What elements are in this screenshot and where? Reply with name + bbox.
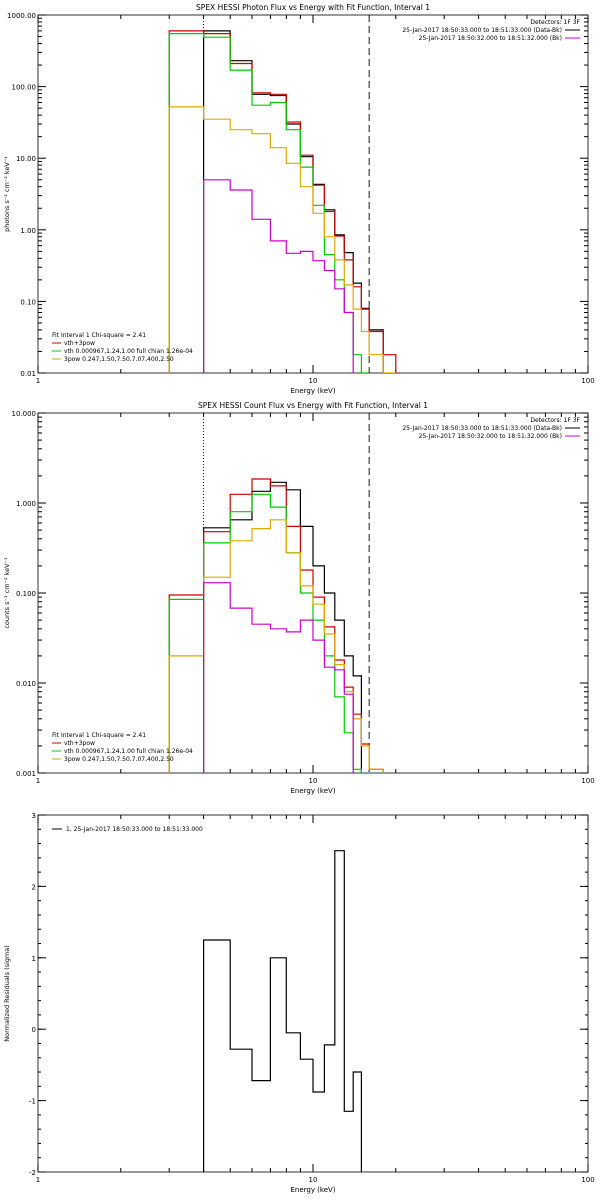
y-tick-label: 0.001 [16, 770, 36, 778]
series-3pow [168, 106, 396, 373]
fit-interval-label: Fit Interval 1 Chi-square = 2.41 [52, 332, 146, 339]
chart-title: SPEX HESSI Count Flux vs Energy with Fit… [198, 401, 428, 410]
fit-component-label: 3pow 0.247,1.50,7.50,7.07,400,2.50 [64, 756, 174, 763]
x-tick-label: 100 [581, 1176, 594, 1184]
series-group [168, 30, 397, 373]
x-tick-label: 1 [36, 377, 40, 385]
y-tick-label: 0.01 [20, 370, 36, 378]
chart-panel-1: SPEX HESSI Photon Flux vs Energy with Fi… [3, 3, 595, 395]
series-group [168, 478, 384, 773]
series-bk [203, 179, 354, 373]
time-interval-label: 25-Jan-2017 18:50:32.000 to 18:51:32.000… [419, 433, 562, 440]
series-group [203, 850, 362, 1172]
fit-interval-label: Fit Interval 1 Chi-square = 2.41 [52, 732, 146, 739]
fit-component-label: vth+3pow [64, 340, 95, 347]
series-vth-3pow [168, 30, 397, 373]
chart-panel-3: 1 10 100 Energy (keV) -2 -1 0 1 2 3 Normalized Res… [3, 812, 595, 1194]
y-axis-label: Normalized Residuals (sigma) [3, 945, 11, 1042]
x-tick-label: 10 [309, 377, 318, 385]
y-tick-label: 10.000 [12, 410, 37, 418]
y-tick-label: 100.00 [12, 84, 37, 92]
x-tick-label: 10 [309, 777, 318, 785]
x-tick-label: 100 [581, 777, 594, 785]
fit-component-label: 3pow 0.247,1.50,7.50,7.07,400,2.50 [64, 356, 174, 363]
y-tick-label: -1 [29, 1098, 36, 1106]
y-axis-label: photons s⁻¹ cm⁻² keV⁻¹ [3, 156, 11, 232]
plot-frame [37, 814, 589, 1173]
series-residuals [203, 850, 362, 1172]
y-tick-label: 1.00 [20, 227, 36, 235]
y-tick-label: 10.00 [16, 155, 36, 163]
x-tick-label: 10 [309, 1176, 318, 1184]
series-data-bk [203, 481, 362, 773]
time-interval-label: 25-Jan-2017 18:50:33.000 to 18:51:33.000… [402, 425, 562, 432]
detectors-label: Detectors: 1F 3F [530, 19, 580, 26]
time-interval-label: 25-Jan-2017 18:50:32.000 to 18:51:32.000… [419, 35, 562, 42]
y-tick-label: 1.000 [16, 500, 36, 508]
chart-title: SPEX HESSI Photon Flux vs Energy with Fi… [196, 3, 430, 12]
fit-component-label: vth+3pow [64, 740, 95, 747]
x-axis-label: Energy (keV) [290, 387, 335, 395]
x-axis-label: Energy (keV) [290, 787, 335, 795]
x-tick-label: 1 [36, 777, 40, 785]
y-tick-label: 2 [32, 883, 36, 891]
y-tick-label: -2 [29, 1169, 36, 1177]
series-vth [168, 33, 370, 373]
fit-component-label: vth 0.000967,1.24,1.00 full chian 1.26e-… [64, 748, 193, 755]
chart-panel-2: SPEX HESSI Count Flux vs Energy with Fit… [3, 401, 595, 795]
residual-legend-label: 1, 25-Jan-2017 18:50:33.000 to 18:51:33.… [66, 826, 203, 833]
y-tick-label: 0 [32, 1026, 36, 1034]
y-tick-label: 1000.00 [7, 12, 36, 20]
y-tick-label: 0.10 [20, 298, 36, 306]
y-tick-label: 0.100 [16, 590, 36, 598]
time-interval-label: 25-Jan-2017 18:50:33.000 to 18:51:33.000… [402, 27, 562, 34]
x-axis-label: Energy (keV) [290, 1186, 335, 1194]
y-tick-label: 0.010 [16, 680, 36, 688]
x-tick-label: 1 [36, 1176, 40, 1184]
detectors-label: Detectors: 1F 3F [530, 417, 580, 424]
x-tick-label: 100 [581, 377, 594, 385]
series-bk [203, 582, 354, 773]
series-3pow [168, 519, 384, 773]
y-tick-label: 1 [32, 955, 36, 963]
y-axis-label: counts s⁻¹ cm⁻² keV⁻¹ [3, 557, 11, 629]
series-data-bk [203, 30, 384, 373]
series-vth-3pow [168, 478, 384, 773]
y-tick-label: 3 [32, 812, 36, 820]
fit-component-label: vth 0.000967,1.24,1.00 full chian 1.26e-… [64, 348, 193, 355]
